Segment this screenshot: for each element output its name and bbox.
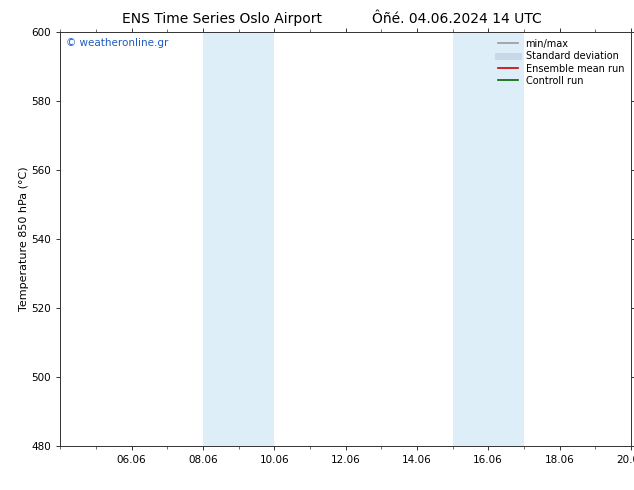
Bar [203,32,274,446]
Legend: min/max, Standard deviation, Ensemble mean run, Controll run: min/max, Standard deviation, Ensemble me… [496,37,626,88]
Y-axis label: Temperature 850 hPa (°C): Temperature 850 hPa (°C) [18,167,29,311]
Bar [453,32,524,446]
Text: ENS Time Series Oslo Airport: ENS Time Series Oslo Airport [122,12,322,26]
Text: Ôñé. 04.06.2024 14 UTC: Ôñé. 04.06.2024 14 UTC [372,12,541,26]
Text: © weatheronline.gr: © weatheronline.gr [66,38,168,48]
